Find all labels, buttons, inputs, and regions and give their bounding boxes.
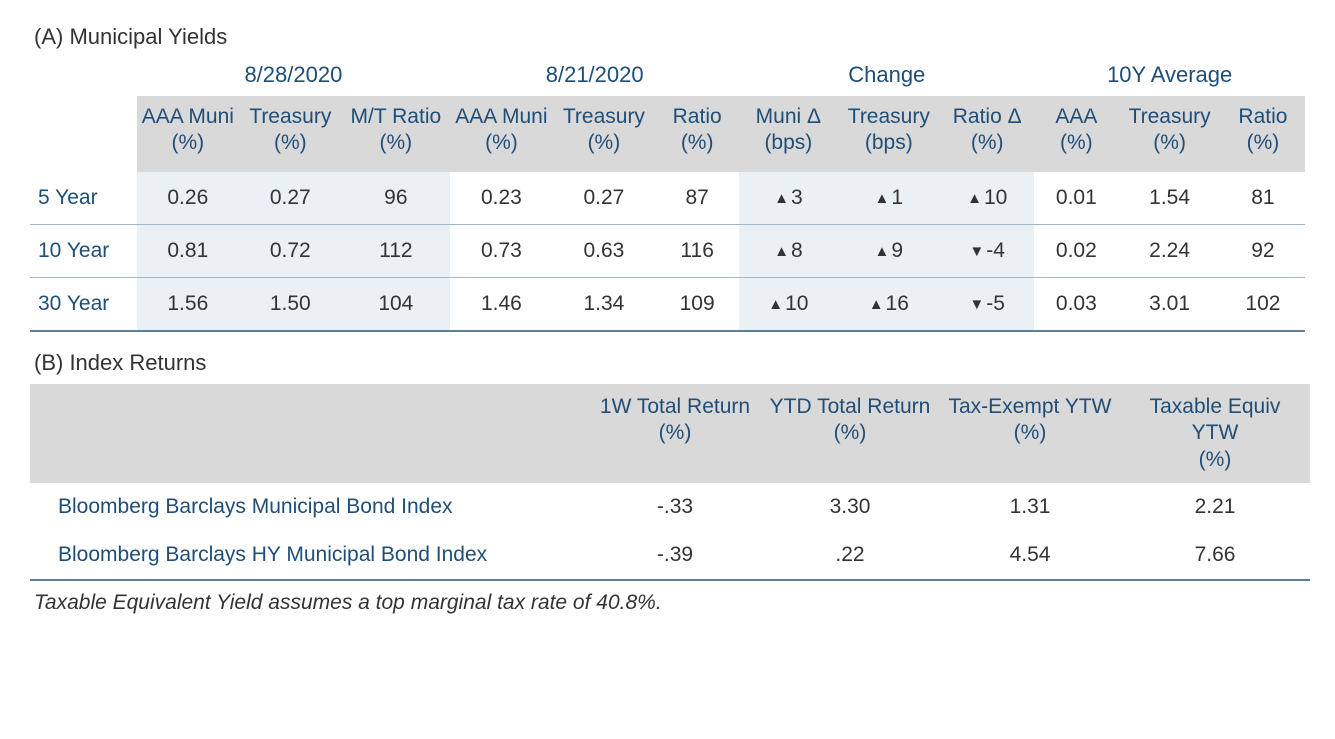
column-header-row: 1W Total Return(%) YTD Total Return(%) T… [30,384,1310,483]
delta-cell: ▲8 [739,225,837,278]
triangle-up-icon: ▲ [768,296,783,313]
municipal-yields-table: 8/28/2020 8/21/2020 Change 10Y Average A… [30,58,1305,332]
cell: 87 [655,172,739,225]
col-header: Ratio(%) [655,96,739,172]
cell: 3.30 [760,483,940,531]
triangle-up-icon: ▲ [967,190,982,207]
delta-cell: ▼-5 [940,278,1034,332]
col-header: Ratio(%) [1221,96,1305,172]
cell: -.33 [590,483,760,531]
col-header: Treasury(%) [1118,96,1220,172]
col-header: YTD Total Return(%) [760,384,940,483]
delta-cell: ▲9 [838,225,940,278]
cell: 0.63 [553,225,655,278]
cell: 1.31 [940,483,1120,531]
cell: 3.01 [1118,278,1220,332]
cell: 0.03 [1034,278,1118,332]
delta-cell: ▲1 [838,172,940,225]
table-row: 10 Year0.810.721120.730.63116▲8▲9▼-40.02… [30,225,1305,278]
index-name: Bloomberg Barclays Municipal Bond Index [30,483,590,531]
cell: 1.34 [553,278,655,332]
col-header: AAA Muni(%) [450,96,552,172]
triangle-down-icon: ▼ [969,296,984,313]
cell: 0.23 [450,172,552,225]
col-header: Muni Δ(bps) [739,96,837,172]
col-header: Treasury(bps) [838,96,940,172]
column-header-row: AAA Muni(%) Treasury(%) M/T Ratio(%) AAA… [30,96,1305,172]
delta-cell: ▲16 [838,278,940,332]
col-header: Treasury(%) [239,96,341,172]
index-name: Bloomberg Barclays HY Municipal Bond Ind… [30,531,590,580]
cell: 1.46 [450,278,552,332]
delta-cell: ▲10 [739,278,837,332]
group-header: 8/21/2020 [450,58,739,96]
col-header: Taxable Equiv YTW(%) [1120,384,1310,483]
cell: 104 [342,278,451,332]
cell: 2.21 [1120,483,1310,531]
delta-cell: ▼-4 [940,225,1034,278]
cell: 96 [342,172,451,225]
footnote: Taxable Equivalent Yield assumes a top m… [34,591,1305,615]
table-row: Bloomberg Barclays Municipal Bond Index-… [30,483,1310,531]
cell: .22 [760,531,940,580]
col-header: Treasury(%) [553,96,655,172]
table-row: 5 Year0.260.27960.230.2787▲3▲1▲100.011.5… [30,172,1305,225]
cell: 2.24 [1118,225,1220,278]
col-header: AAA(%) [1034,96,1118,172]
cell: 7.66 [1120,531,1310,580]
cell: 0.27 [239,172,341,225]
index-returns-table: 1W Total Return(%) YTD Total Return(%) T… [30,384,1310,581]
cell: 112 [342,225,451,278]
col-header: AAA Muni(%) [137,96,239,172]
cell: 109 [655,278,739,332]
cell: 0.01 [1034,172,1118,225]
delta-cell: ▲3 [739,172,837,225]
table-row: Bloomberg Barclays HY Municipal Bond Ind… [30,531,1310,580]
group-header-row: 8/28/2020 8/21/2020 Change 10Y Average [30,58,1305,96]
group-header: Change [739,58,1034,96]
cell: 0.72 [239,225,341,278]
table-row: 30 Year1.561.501041.461.34109▲10▲16▼-50.… [30,278,1305,332]
cell: 92 [1221,225,1305,278]
cell: 0.81 [137,225,239,278]
cell: 0.26 [137,172,239,225]
triangle-up-icon: ▲ [774,190,789,207]
cell: -.39 [590,531,760,580]
triangle-down-icon: ▼ [969,243,984,260]
cell: 1.56 [137,278,239,332]
cell: 102 [1221,278,1305,332]
triangle-up-icon: ▲ [875,243,890,260]
cell: 1.50 [239,278,341,332]
cell: 4.54 [940,531,1120,580]
row-label: 10 Year [30,225,137,278]
section-b-title: (B) Index Returns [34,350,1305,376]
row-label: 5 Year [30,172,137,225]
col-header: M/T Ratio(%) [342,96,451,172]
section-a-title: (A) Municipal Yields [34,24,1305,50]
cell: 0.27 [553,172,655,225]
col-header: Tax-Exempt YTW(%) [940,384,1120,483]
delta-cell: ▲10 [940,172,1034,225]
cell: 1.54 [1118,172,1220,225]
triangle-up-icon: ▲ [774,243,789,260]
col-header: Ratio Δ(%) [940,96,1034,172]
triangle-up-icon: ▲ [869,296,884,313]
cell: 0.73 [450,225,552,278]
triangle-up-icon: ▲ [875,190,890,207]
col-header: 1W Total Return(%) [590,384,760,483]
group-header: 8/28/2020 [137,58,451,96]
cell: 0.02 [1034,225,1118,278]
group-header: 10Y Average [1034,58,1305,96]
row-label: 30 Year [30,278,137,332]
cell: 81 [1221,172,1305,225]
cell: 116 [655,225,739,278]
